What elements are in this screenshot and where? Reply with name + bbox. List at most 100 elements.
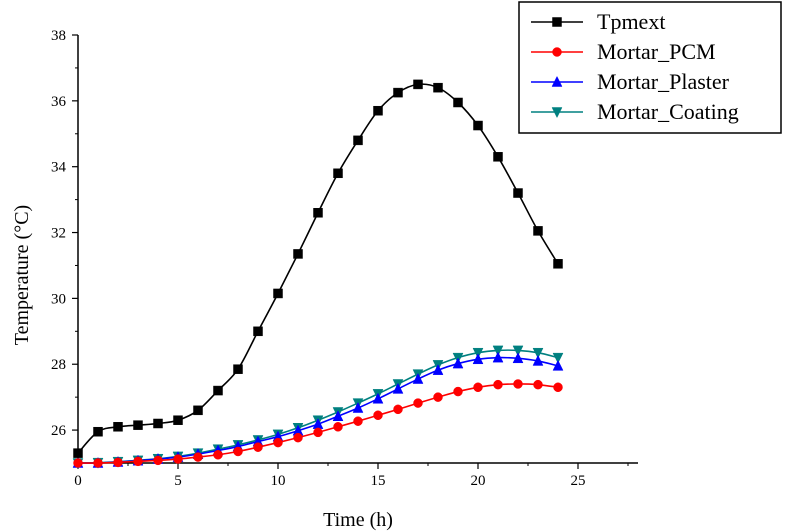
data-point-mortar-pcm — [413, 398, 423, 408]
x-tick-label: 0 — [74, 473, 82, 489]
data-point-mortar-coating — [532, 347, 544, 359]
data-point-mortar-plaster — [432, 364, 444, 375]
data-point-tpmext — [113, 422, 123, 432]
x-tick-label: 15 — [371, 473, 386, 489]
data-point-tpmext — [413, 79, 423, 90]
data-point-tpmext — [293, 249, 303, 259]
y-tick-label: 30 — [51, 291, 66, 307]
x-tick-label: 5 — [174, 473, 182, 489]
data-point-tpmext — [313, 208, 323, 218]
legend-marker — [552, 17, 562, 27]
data-point-tpmext — [353, 135, 363, 146]
data-point-tpmext — [453, 97, 463, 108]
data-point-mortar-pcm — [133, 456, 143, 467]
y-tick-label: 28 — [51, 357, 66, 373]
data-point-mortar-plaster — [412, 372, 424, 384]
data-point-mortar-pcm — [253, 442, 263, 452]
legend-marker — [551, 107, 563, 119]
legend-label: Tpmext — [597, 9, 665, 34]
data-point-mortar-plaster — [532, 354, 544, 366]
x-tick-label: 20 — [471, 473, 486, 489]
data-point-mortar-pcm — [333, 422, 343, 432]
data-point-mortar-coating — [552, 352, 564, 364]
series-mortar-pcm — [73, 379, 563, 468]
data-point-tpmext — [493, 152, 503, 162]
data-point-mortar-coating — [492, 345, 504, 357]
y-tick-label: 34 — [51, 160, 67, 176]
data-point-mortar-pcm — [153, 455, 163, 466]
legend-label: Mortar_Plaster — [597, 69, 730, 94]
data-point-mortar-pcm — [473, 382, 483, 393]
data-point-tpmext — [73, 448, 83, 458]
y-tick-label: 36 — [51, 94, 67, 110]
data-point-mortar-coating — [512, 345, 524, 357]
data-point-mortar-pcm — [393, 404, 403, 415]
data-point-mortar-pcm — [213, 450, 223, 460]
data-point-mortar-coating — [472, 347, 484, 359]
x-axis-title: Time (h) — [323, 509, 393, 531]
x-tick-label: 10 — [271, 473, 286, 489]
legend-item-mortar-pcm: Mortar_PCM — [531, 39, 716, 64]
data-point-mortar-pcm — [533, 379, 543, 390]
data-point-tpmext — [153, 418, 163, 429]
data-point-mortar-plaster — [552, 359, 564, 371]
data-point-mortar-plaster — [452, 357, 464, 369]
data-point-tpmext — [433, 82, 443, 93]
data-point-mortar-pcm — [493, 379, 503, 390]
legend-marker — [551, 75, 563, 87]
data-point-tpmext — [253, 326, 263, 337]
data-point-mortar-pcm — [73, 458, 83, 468]
legend-box — [518, 1, 782, 134]
axes: 0 5 10 15 20 25 26 28 30 32 34 36 38 — [51, 28, 638, 489]
data-point-mortar-plaster — [492, 351, 504, 363]
data-point-mortar-pcm — [453, 386, 463, 397]
data-point-mortar-pcm — [513, 379, 523, 389]
legend-item-tpmext: Tpmext — [531, 9, 665, 34]
y-axis-title: Temperature (°C) — [11, 205, 33, 345]
data-point-mortar-pcm — [93, 458, 103, 468]
data-point-tpmext — [373, 105, 383, 116]
data-point-mortar-pcm — [233, 446, 243, 457]
y-tick-label: 32 — [51, 226, 66, 242]
data-point-mortar-pcm — [193, 452, 203, 462]
data-point-mortar-plaster — [372, 392, 384, 404]
legend-label: Mortar_PCM — [597, 39, 716, 64]
x-tick-label: 25 — [571, 473, 586, 489]
data-point-mortar-pcm — [113, 457, 123, 468]
legend-item-mortar-coating: Mortar_Coating — [531, 99, 739, 124]
data-point-tpmext — [93, 426, 103, 437]
y-tick-label: 38 — [51, 28, 66, 44]
data-point-mortar-plaster — [392, 382, 404, 394]
data-point-tpmext — [273, 288, 283, 299]
data-point-mortar-plaster — [332, 410, 344, 421]
data-point-tpmext — [193, 405, 203, 416]
data-point-mortar-pcm — [313, 427, 323, 438]
legend-item-mortar-plaster: Mortar_Plaster — [531, 69, 730, 94]
data-point-mortar-pcm — [553, 382, 563, 393]
data-point-mortar-pcm — [373, 410, 383, 421]
data-point-mortar-pcm — [173, 454, 183, 464]
y-tick-label: 26 — [51, 423, 67, 439]
legend-label: Mortar_Coating — [597, 99, 739, 124]
data-point-mortar-pcm — [433, 392, 443, 402]
data-point-tpmext — [173, 415, 183, 425]
data-point-tpmext — [513, 188, 523, 198]
data-point-tpmext — [333, 168, 343, 179]
data-point-tpmext — [133, 420, 143, 430]
legend: Tpmext Mortar_PCM Mortar_Plaster Mortar_Coa… — [518, 1, 782, 134]
series-layer — [72, 79, 564, 470]
series-mortar-plaster — [72, 351, 564, 468]
data-point-tpmext — [553, 259, 563, 269]
data-point-mortar-pcm — [273, 437, 283, 448]
data-point-mortar-plaster — [352, 401, 364, 413]
data-point-tpmext — [233, 364, 243, 374]
data-point-tpmext — [393, 87, 403, 98]
data-point-mortar-plaster — [472, 353, 484, 365]
data-point-tpmext — [473, 120, 483, 131]
data-point-mortar-plaster — [512, 352, 524, 364]
legend-marker — [552, 47, 562, 57]
data-point-mortar-pcm — [353, 416, 363, 426]
data-point-tpmext — [213, 385, 223, 396]
data-point-mortar-pcm — [293, 432, 303, 443]
